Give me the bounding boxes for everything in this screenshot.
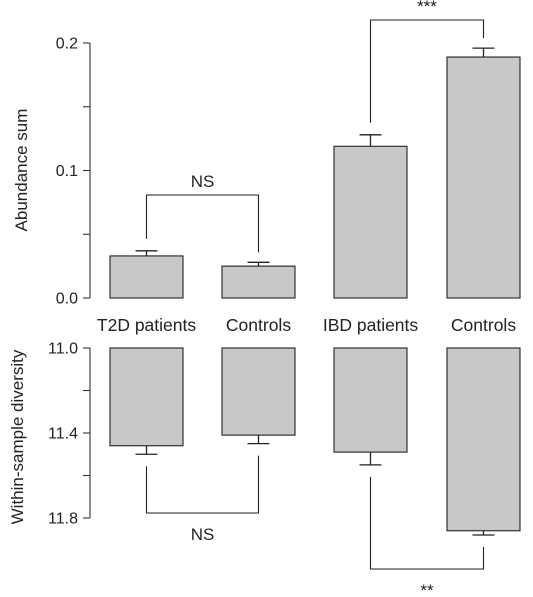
bottom-bar	[446, 347, 521, 532]
top-y-tick-label: 0.0	[56, 291, 78, 308]
top-panel: 0.0 0.1 0.2 Abundance sum NS ***	[12, 0, 521, 308]
top-significance-label: ***	[417, 0, 437, 16]
bottom-significance-bracket	[369, 476, 485, 570]
bottom-y-tick-label: 11.0	[48, 341, 78, 358]
top-significance-bracket	[145, 194, 260, 253]
category-labels: T2D patients Controls IBD patients Controls	[97, 315, 516, 335]
bottom-y-axis-title: Within-sample diversity	[8, 349, 27, 524]
category-label: T2D patients	[97, 315, 196, 335]
category-label: Controls	[226, 315, 291, 335]
bottom-significance-label: NS	[191, 525, 215, 544]
top-significance-bracket	[369, 19, 485, 123]
bottom-panel: 11.0 11.4 11.8 Within-sample diversity NS **	[8, 341, 521, 597]
bottom-bar	[109, 347, 184, 447]
bottom-bar	[221, 347, 296, 436]
category-label: Controls	[451, 315, 516, 335]
bottom-bar	[333, 347, 408, 453]
top-bar	[333, 145, 408, 299]
top-y-axis-title: Abundance sum	[12, 109, 31, 232]
top-y-tick-label: 0.1	[56, 163, 78, 180]
top-y-tick-label: 0.2	[56, 36, 78, 53]
top-significance-label: NS	[191, 172, 215, 191]
top-bar	[221, 265, 296, 299]
top-bar	[446, 56, 521, 299]
top-bar	[109, 255, 184, 299]
bottom-y-tick-label: 11.8	[48, 511, 78, 528]
bottom-significance-bracket	[145, 455, 260, 514]
category-label: IBD patients	[323, 315, 419, 335]
bottom-y-tick-label: 11.4	[48, 426, 78, 443]
bottom-significance-label: **	[420, 581, 434, 597]
